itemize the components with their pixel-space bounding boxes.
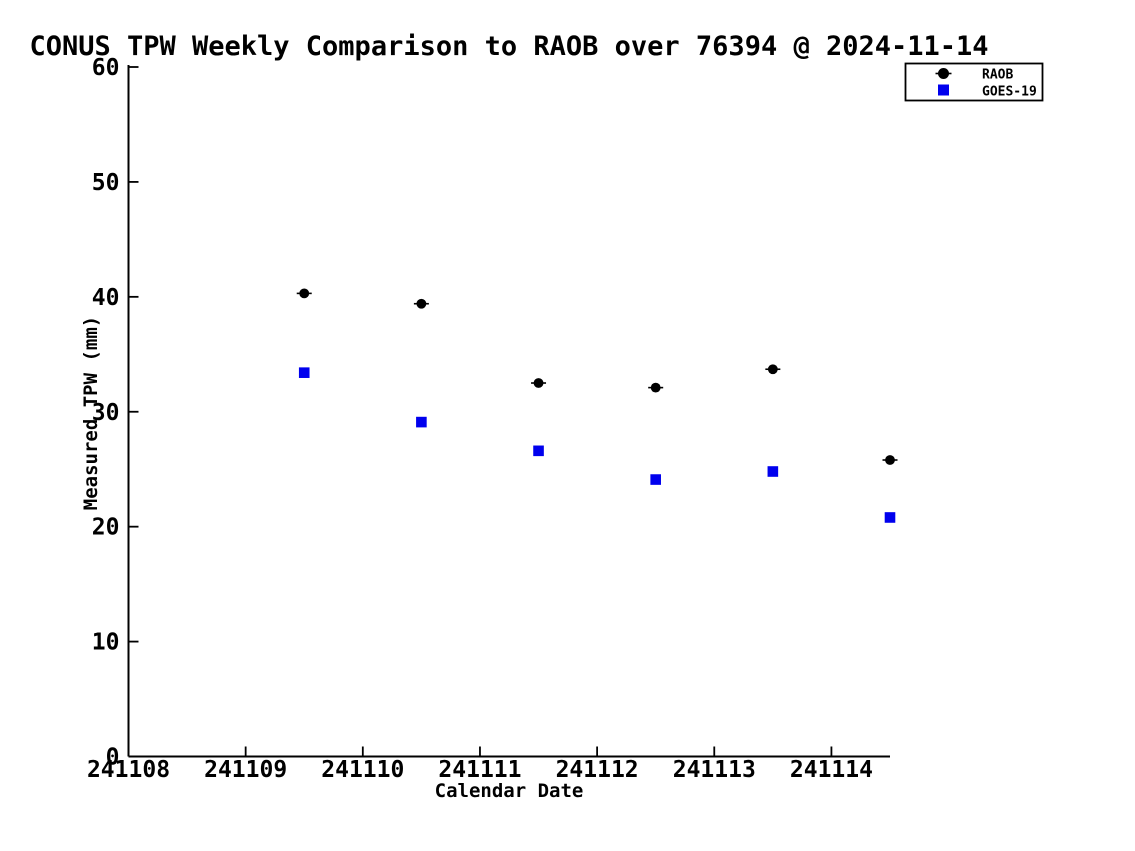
chart-title: CONUS TPW Weekly Comparison to RAOB over… — [29, 31, 988, 62]
y-tick-label: 0 — [106, 745, 120, 771]
axes: 241108 241109 241110 241111 241112 241113 2411… — [87, 55, 890, 783]
y-axis-label: Measured TPW (mm) — [80, 316, 102, 510]
x-axis-label: Calendar Date — [435, 780, 584, 802]
x-tick-label: 241109 — [204, 757, 287, 783]
data-point-raob — [885, 455, 895, 465]
legend-label-goes-19: GOES-19 — [982, 85, 1037, 100]
data-point-goes-19 — [650, 474, 661, 485]
legend-marker-circle — [938, 68, 949, 79]
x-tick-label: 241112 — [556, 757, 639, 783]
legend-marker-square — [938, 84, 949, 96]
y-tick-label: 20 — [92, 515, 120, 541]
data-point-raob — [650, 382, 661, 393]
x-tick-label: 241114 — [790, 757, 873, 783]
data-point-raob — [533, 378, 544, 388]
data-point-goes-19 — [767, 466, 779, 477]
x-tick-label: 241108 — [87, 757, 170, 783]
legend: RAOB GOES-19 — [904, 62, 1044, 102]
data-point-goes-19 — [884, 512, 896, 523]
data-point-raob — [416, 298, 427, 309]
y-tick-label: 30 — [92, 400, 120, 426]
legend-label-raob: RAOB — [982, 68, 1013, 83]
x-tick-label: 241111 — [438, 757, 521, 783]
x-tick-label: 241113 — [673, 757, 756, 783]
data-point-raob — [299, 288, 310, 299]
data-point-goes-19 — [298, 367, 310, 378]
data-point-goes-19 — [416, 416, 427, 428]
legend-box — [904, 62, 1044, 102]
y-tick-label: 50 — [92, 170, 120, 196]
y-tick-label: 40 — [92, 285, 120, 311]
x-tick-label: 241110 — [321, 757, 404, 783]
y-tick-label: 10 — [92, 630, 120, 656]
y-tick-label: 60 — [92, 55, 120, 81]
data-point-raob — [767, 364, 778, 375]
data-point-goes-19 — [533, 445, 544, 457]
data-points — [296, 288, 898, 523]
